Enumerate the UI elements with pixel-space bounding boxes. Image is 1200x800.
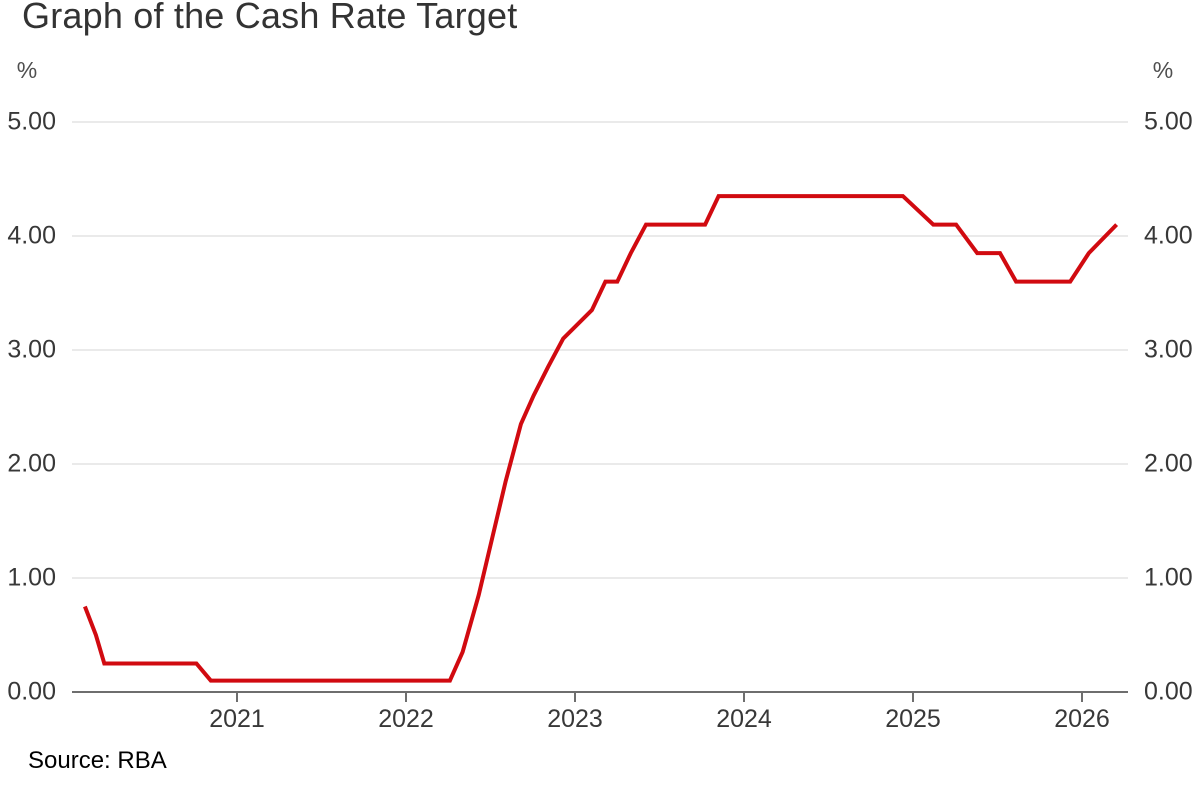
x-axis-label-2021: 2021 (209, 705, 265, 733)
y-axis-label-left-0.00: 0.00 (7, 677, 56, 706)
y-axis-label-left-4.00: 4.00 (7, 221, 56, 250)
y-axis-label-left-3.00: 3.00 (7, 335, 56, 364)
y-axis-unit-right: % (1152, 57, 1174, 83)
x-axis-label-2023: 2023 (547, 705, 603, 733)
x-axis-label-2024: 2024 (716, 705, 772, 733)
x-axis-label-2025: 2025 (885, 705, 941, 733)
y-axis-label-left-2.00: 2.00 (7, 449, 56, 478)
y-axis-label-right-5.00: 5.00 (1144, 107, 1193, 136)
chart-title: Graph of the Cash Rate Target (22, 0, 518, 36)
y-axis-label-left-1.00: 1.00 (7, 563, 56, 592)
cash-rate-series-line (83, 194, 1119, 683)
y-axis-label-right-3.00: 3.00 (1144, 335, 1193, 364)
y-axis-unit-left: % (16, 57, 38, 83)
y-axis-label-right-1.00: 1.00 (1144, 563, 1193, 592)
x-axis-label-2026: 2026 (1054, 705, 1110, 733)
source-note: Source: RBA (28, 747, 167, 774)
y-axis-label-right-2.00: 2.00 (1144, 449, 1193, 478)
y-axis-label-left-5.00: 5.00 (7, 107, 56, 136)
y-axis-label-right-0.00: 0.00 (1144, 677, 1193, 706)
y-axis-label-right-4.00: 4.00 (1144, 221, 1193, 250)
x-axis-label-2022: 2022 (378, 705, 434, 733)
